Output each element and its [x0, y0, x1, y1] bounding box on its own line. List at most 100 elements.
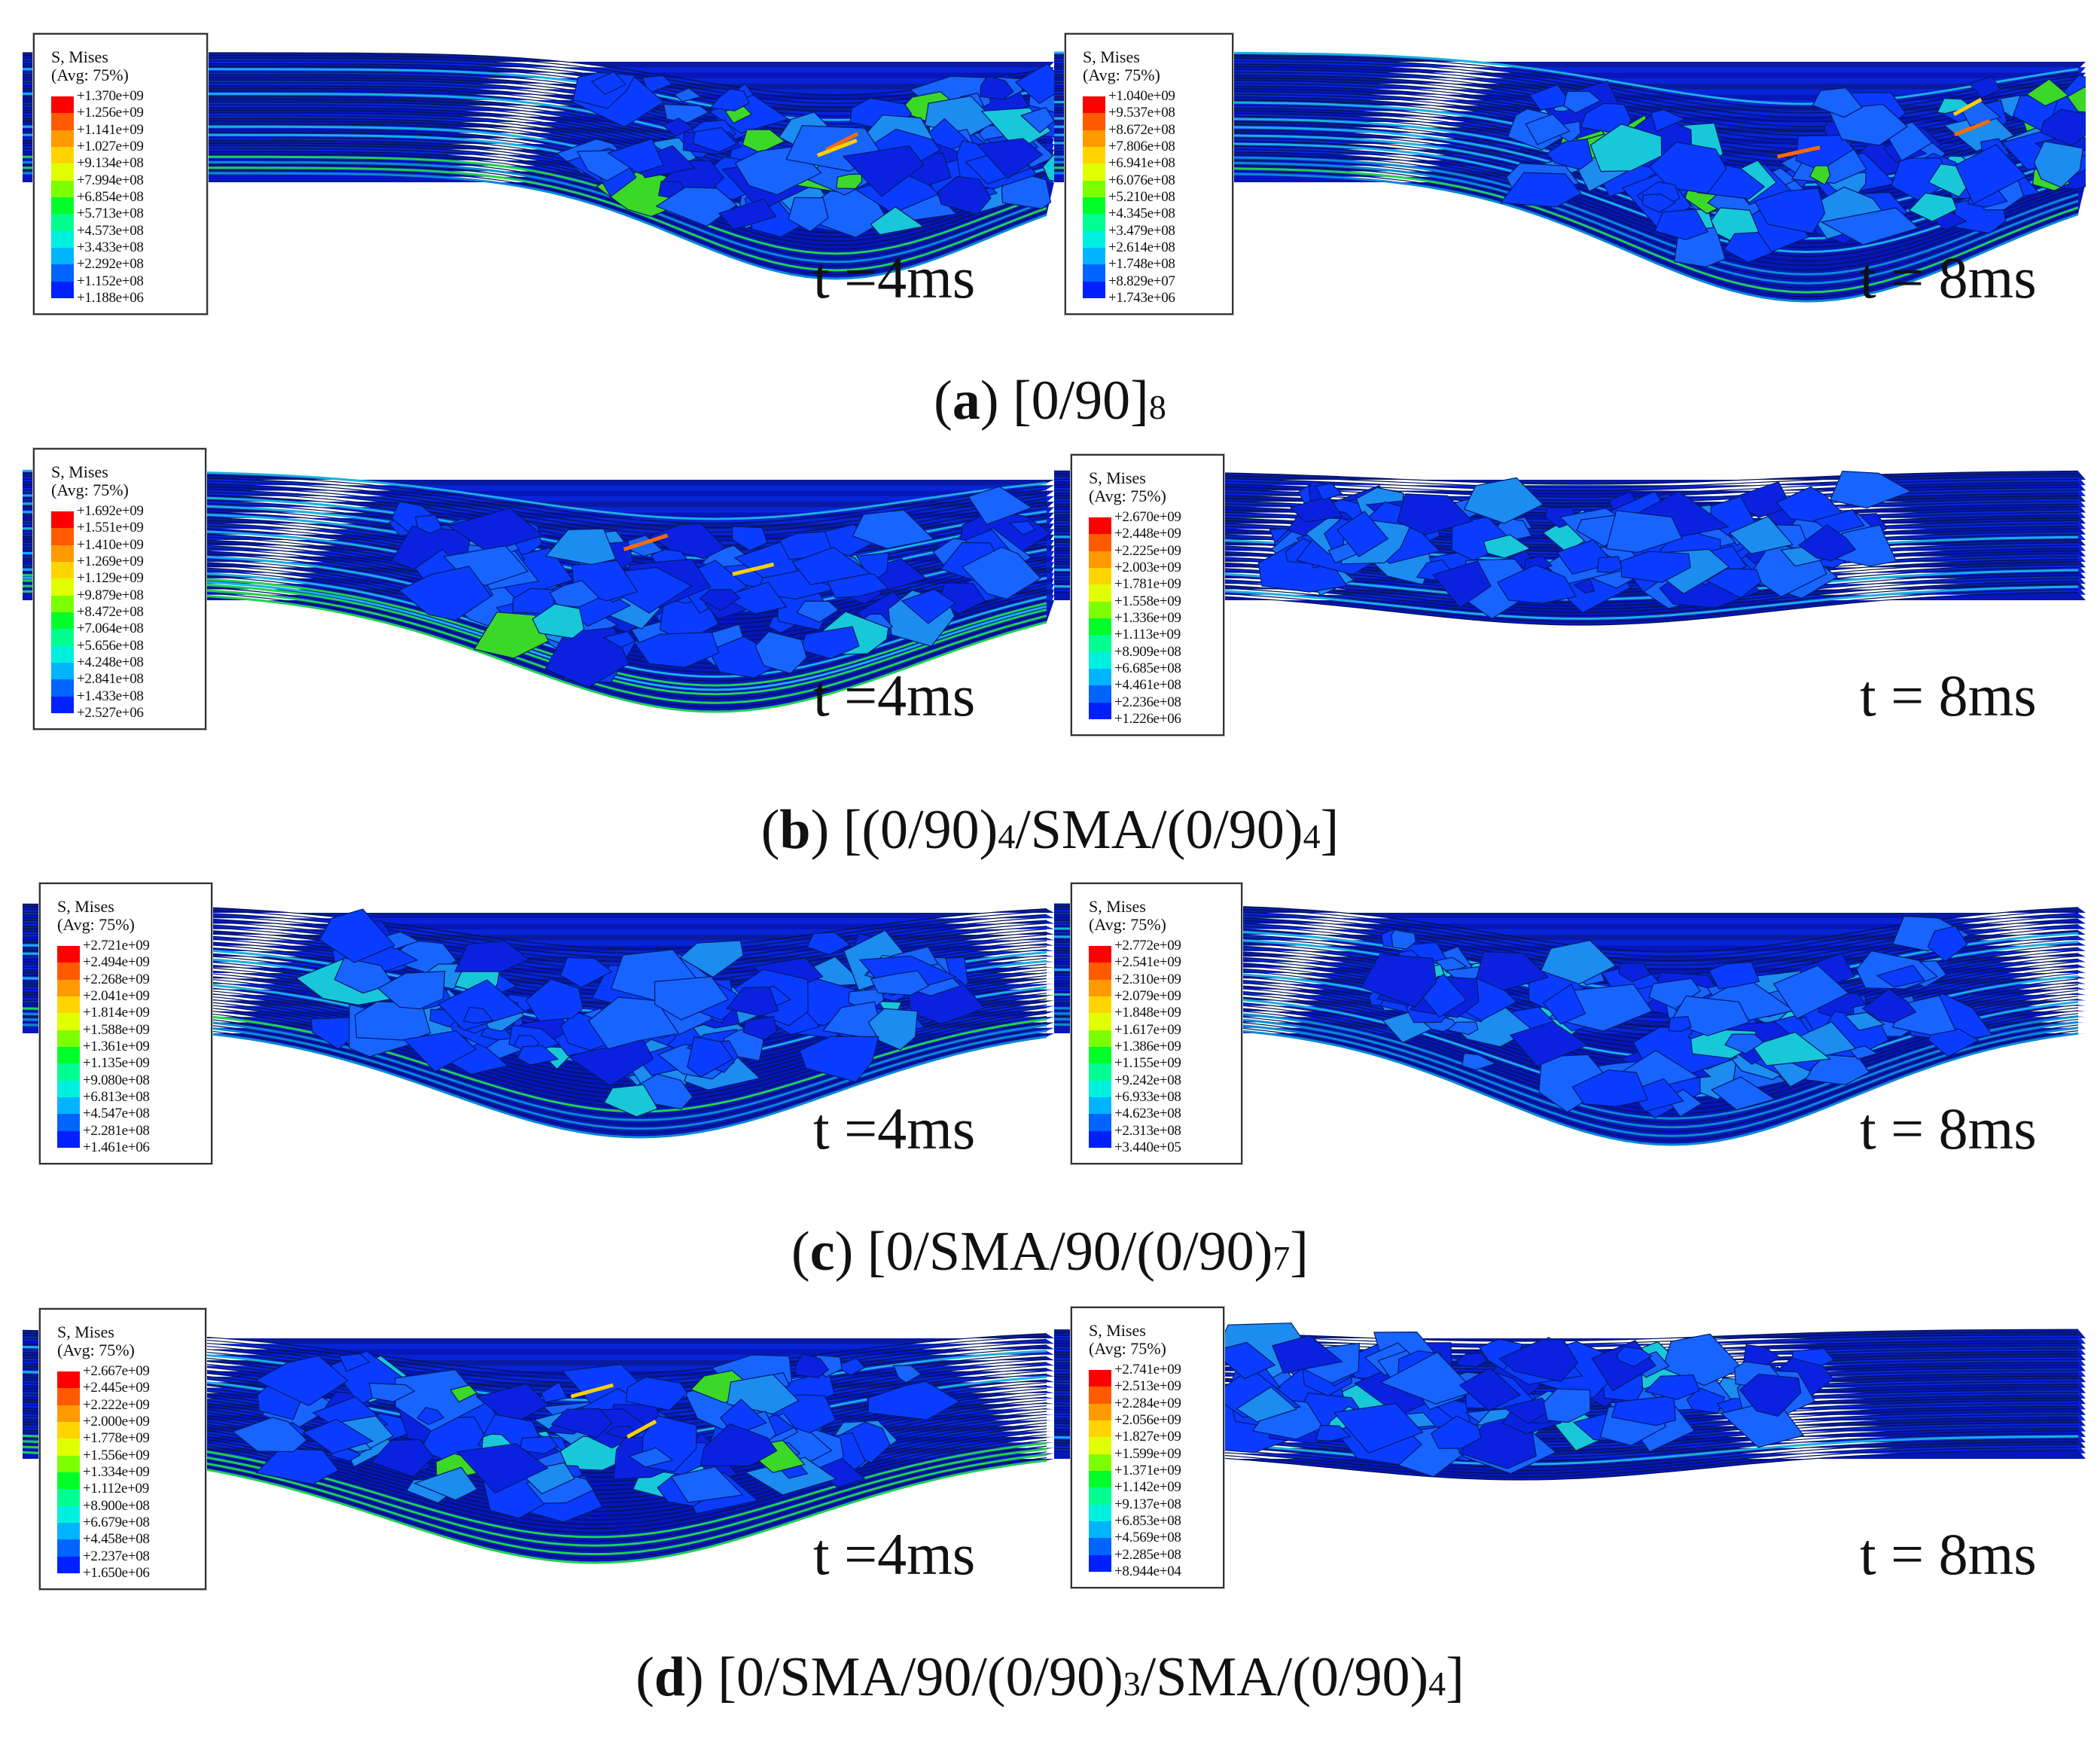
- legend-swatch: [57, 1422, 80, 1439]
- legend-value: +2.310e+09: [1114, 971, 1181, 987]
- mesh-element: [2066, 86, 2086, 113]
- mesh-element: [867, 1380, 961, 1420]
- legend-swatch: [51, 645, 74, 664]
- mesh-element: [692, 127, 738, 153]
- mesh-element: [414, 514, 443, 534]
- mesh-element: [1008, 520, 1036, 535]
- legend-color-bar: [1083, 96, 1105, 299]
- legend-swatch: [51, 545, 74, 563]
- legend-value: +1.848e+09: [1114, 1005, 1181, 1021]
- legend-swatch: [1089, 601, 1111, 619]
- mesh-element: [1908, 192, 1958, 222]
- legend-color-bar: [1089, 946, 1111, 1149]
- legend-title: S, Mises: [51, 47, 108, 66]
- layer-line: [1054, 583, 2079, 616]
- legend-value: +7.994e+08: [77, 172, 144, 188]
- caption-paren-close: ): [810, 799, 830, 861]
- legend-swatch: [1089, 1387, 1111, 1405]
- mesh-element: [1289, 495, 1343, 523]
- mesh-element: [1461, 1052, 1497, 1071]
- stress-contour-plot: [1054, 51, 2086, 303]
- color-legend: S, Mises (Avg: 75%) +2.772e+09 +2.541e+09 +2…: [1071, 883, 1242, 1164]
- legend-value: +4.458e+08: [83, 1531, 150, 1548]
- mesh-element: [1724, 1033, 1765, 1054]
- mesh-element: [1463, 477, 1544, 524]
- legend-value: +1.152e+08: [77, 273, 144, 289]
- legend-swatch: [1089, 584, 1111, 603]
- mesh-element: [1618, 963, 1651, 982]
- legend-swatch: [57, 1371, 80, 1389]
- legend-swatch: [57, 946, 80, 963]
- legend-swatch: [51, 264, 74, 282]
- mesh-element: [1708, 961, 1760, 990]
- legend-swatch: [51, 696, 74, 714]
- mesh-element: [867, 1008, 919, 1051]
- mesh-element: [842, 145, 925, 197]
- legend-swatch: [1089, 1047, 1111, 1064]
- figure-row-c: S, Mises (Avg: 75%) +2.721e+09 +2.494e+09 +2…: [0, 874, 2100, 1205]
- mesh-element: [416, 1407, 445, 1426]
- layer-line: [1054, 484, 2079, 501]
- legend-swatch: [57, 1523, 80, 1540]
- legend-swatch: [57, 1489, 80, 1507]
- legend-swatch: [1089, 618, 1111, 636]
- mesh-element: [559, 956, 613, 988]
- legend-title: S, Mises: [57, 897, 114, 916]
- legend-swatch: [1089, 1114, 1111, 1132]
- mesh-element: [628, 1447, 674, 1468]
- legend-title: S, Mises: [1083, 47, 1140, 66]
- legend-value: +6.076e+08: [1108, 172, 1175, 188]
- legend-swatch: [1089, 963, 1111, 981]
- mesh-element: [852, 509, 935, 549]
- layer-line: [1054, 569, 2079, 601]
- legend-swatch: [57, 1455, 80, 1473]
- mesh-element: [549, 580, 600, 608]
- caption-subscript: 4: [1428, 1664, 1446, 1703]
- legend-value: +4.345e+08: [1108, 206, 1175, 222]
- legend-swatch: [1083, 180, 1105, 198]
- mesh-element: [961, 546, 1042, 600]
- legend-value: +2.056e+09: [1114, 1412, 1181, 1428]
- legend-value: +2.772e+09: [1114, 938, 1181, 953]
- legend-value: +2.000e+09: [83, 1414, 150, 1429]
- legend-swatch: [57, 1438, 80, 1457]
- mesh-element: [2025, 78, 2070, 107]
- mesh-element: [655, 186, 738, 227]
- mesh-element: [475, 1383, 550, 1425]
- mesh-element: [641, 75, 673, 94]
- layer-line: [1054, 588, 2079, 623]
- mesh-element: [1705, 568, 1762, 599]
- simulation-panel: S, Mises (Avg: 75%) +2.667e+09 +2.445e+09 +2…: [23, 1299, 1054, 1631]
- legend-value: +7.064e+08: [77, 621, 144, 637]
- legend-value: +4.461e+08: [1114, 677, 1181, 694]
- legend-value: +3.440e+05: [1114, 1139, 1181, 1155]
- legend-swatch: [51, 528, 74, 546]
- mesh-element: [1360, 953, 1437, 1008]
- legend-swatch: [1089, 1504, 1111, 1522]
- legend-swatch: [51, 197, 74, 215]
- mesh-element: [1876, 964, 1925, 988]
- simulation-panel: S, Mises (Avg: 75%) +2.772e+09 +2.541e+09 +2…: [1054, 874, 2086, 1205]
- caption-layup-text: [0/90]: [1012, 370, 1149, 432]
- mesh-element: [1496, 564, 1577, 604]
- legend-value: +1.781e+09: [1114, 576, 1181, 593]
- simulation-panel: S, Mises (Avg: 75%) +1.040e+09 +9.537e+08 +8…: [1054, 23, 2086, 354]
- mesh-element: [443, 545, 529, 587]
- mesh-element: [1476, 951, 1550, 991]
- mesh-element: [870, 206, 925, 236]
- caption-subscript: 4: [1303, 817, 1321, 856]
- mesh-element: [1333, 1402, 1424, 1454]
- caption-paren-open: (: [791, 1221, 810, 1283]
- legend-swatch: [1089, 1487, 1111, 1506]
- legend-swatch: [1083, 281, 1105, 299]
- legend-value: +1.370e+09: [77, 88, 144, 104]
- damage-zone: [1360, 915, 1994, 1119]
- legend-swatch: [1089, 1471, 1111, 1488]
- mesh-element: [532, 603, 585, 639]
- mesh-element: [1754, 188, 1826, 234]
- legend-swatch: [1089, 534, 1111, 552]
- color-legend: S, Mises (Avg: 75%) +2.741e+09 +2.513e+09 +2…: [1071, 1307, 1224, 1588]
- caption-letter: d: [654, 1646, 686, 1708]
- legend-swatch: [1083, 264, 1105, 282]
- mesh-element: [754, 630, 808, 674]
